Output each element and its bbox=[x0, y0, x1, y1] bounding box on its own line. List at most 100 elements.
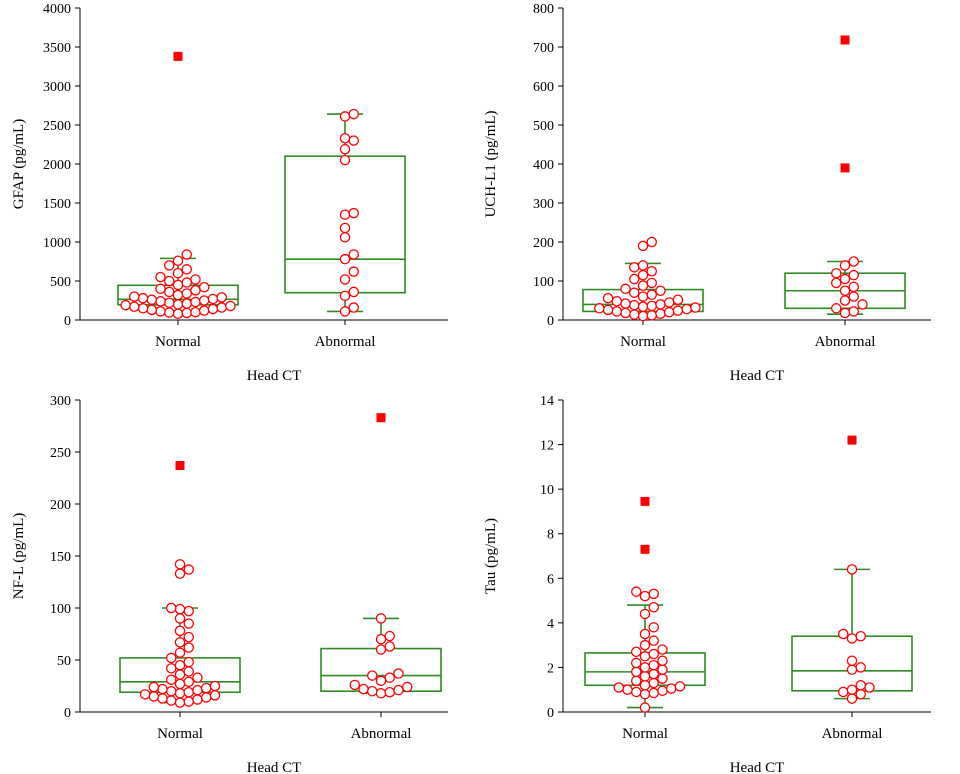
y-tick-label: 400 bbox=[533, 158, 554, 173]
data-point bbox=[613, 682, 625, 693]
data-point bbox=[665, 683, 677, 694]
data-point bbox=[674, 681, 686, 692]
x-category-label: Normal bbox=[620, 334, 666, 350]
data-point bbox=[174, 688, 186, 699]
data-point bbox=[183, 666, 194, 677]
data-point bbox=[348, 207, 359, 219]
data-point bbox=[681, 303, 692, 315]
data-point bbox=[166, 602, 177, 614]
x-axis-title: Head CT bbox=[730, 368, 785, 384]
data-point bbox=[183, 656, 194, 668]
chart-panel-3: 0 50 100 150 200 250 300 Normal Abnormal Head CT N… bbox=[11, 394, 448, 774]
series-normal bbox=[584, 496, 706, 713]
data-point bbox=[166, 663, 177, 674]
data-point bbox=[602, 292, 614, 304]
data-point bbox=[657, 655, 668, 666]
data-point bbox=[631, 686, 642, 698]
data-point bbox=[657, 644, 668, 655]
data-point bbox=[594, 303, 605, 314]
y-tick-label: 0 bbox=[547, 706, 554, 721]
data-point bbox=[200, 682, 212, 694]
data-point bbox=[629, 262, 640, 273]
data-point bbox=[174, 678, 186, 690]
data-point bbox=[164, 275, 175, 287]
data-point bbox=[639, 651, 651, 662]
data-point bbox=[157, 693, 168, 704]
y-tick-label: 100 bbox=[533, 275, 554, 290]
series-normal bbox=[119, 461, 241, 708]
data-point bbox=[192, 672, 203, 683]
data-point bbox=[848, 269, 859, 281]
data-point bbox=[148, 681, 160, 693]
data-point bbox=[174, 647, 186, 658]
data-point bbox=[137, 303, 149, 314]
data-point bbox=[839, 295, 851, 306]
data-point bbox=[181, 264, 192, 275]
series-normal bbox=[582, 236, 704, 322]
x-category-label: Abnormal bbox=[315, 334, 376, 350]
data-point bbox=[148, 691, 160, 702]
data-point bbox=[620, 307, 631, 319]
data-point bbox=[629, 309, 640, 320]
data-point bbox=[207, 303, 219, 315]
data-point bbox=[839, 307, 851, 319]
data-point bbox=[637, 291, 649, 302]
data-point bbox=[181, 298, 192, 309]
data-point bbox=[164, 260, 175, 271]
data-point bbox=[864, 682, 875, 693]
data-point bbox=[855, 662, 866, 673]
data-point bbox=[225, 300, 236, 312]
data-point bbox=[348, 266, 359, 277]
data-point bbox=[209, 690, 221, 701]
y-tick-label: 300 bbox=[50, 394, 71, 409]
data-point bbox=[393, 668, 404, 679]
data-point bbox=[157, 683, 168, 695]
y-tick-label: 50 bbox=[57, 654, 71, 669]
data-point bbox=[855, 688, 866, 700]
y-tick-label: 4000 bbox=[43, 2, 71, 17]
series-abnormal bbox=[320, 413, 442, 699]
data-point bbox=[192, 694, 203, 705]
data-point bbox=[181, 277, 192, 288]
x-category-label: Abnormal bbox=[815, 334, 876, 350]
data-point bbox=[839, 260, 851, 271]
x-category-label: Normal bbox=[622, 726, 668, 742]
data-point bbox=[637, 260, 649, 271]
y-axis-title: Tau (pg/mL) bbox=[483, 518, 499, 594]
data-point bbox=[339, 232, 351, 243]
data-point bbox=[146, 304, 158, 316]
data-point bbox=[838, 628, 849, 640]
y-tick-label: 100 bbox=[50, 602, 71, 617]
data-point bbox=[348, 302, 359, 313]
y-tick-label: 700 bbox=[533, 41, 554, 56]
outlier-point bbox=[640, 544, 650, 554]
data-point bbox=[846, 664, 858, 675]
data-point bbox=[339, 111, 351, 122]
data-point bbox=[384, 641, 395, 652]
data-point bbox=[183, 686, 194, 698]
data-point bbox=[857, 299, 868, 310]
outlier-point bbox=[175, 461, 185, 471]
data-point bbox=[146, 294, 158, 305]
y-tick-label: 12 bbox=[540, 439, 554, 454]
data-point bbox=[639, 688, 651, 700]
data-point bbox=[181, 249, 192, 260]
data-point bbox=[690, 302, 701, 313]
data-point bbox=[648, 659, 659, 671]
data-point bbox=[139, 689, 151, 700]
data-point bbox=[172, 267, 184, 279]
data-point bbox=[174, 637, 186, 648]
data-point bbox=[181, 288, 192, 299]
data-point bbox=[646, 289, 657, 300]
data-point bbox=[166, 695, 177, 706]
data-point bbox=[839, 285, 851, 296]
data-point bbox=[637, 269, 649, 281]
data-point bbox=[663, 306, 675, 318]
data-point bbox=[648, 622, 659, 633]
data-point bbox=[611, 306, 623, 317]
data-point bbox=[339, 154, 351, 166]
data-point bbox=[384, 686, 395, 698]
data-point bbox=[375, 688, 387, 699]
data-point bbox=[639, 639, 651, 651]
y-tick-label: 8 bbox=[547, 528, 554, 543]
